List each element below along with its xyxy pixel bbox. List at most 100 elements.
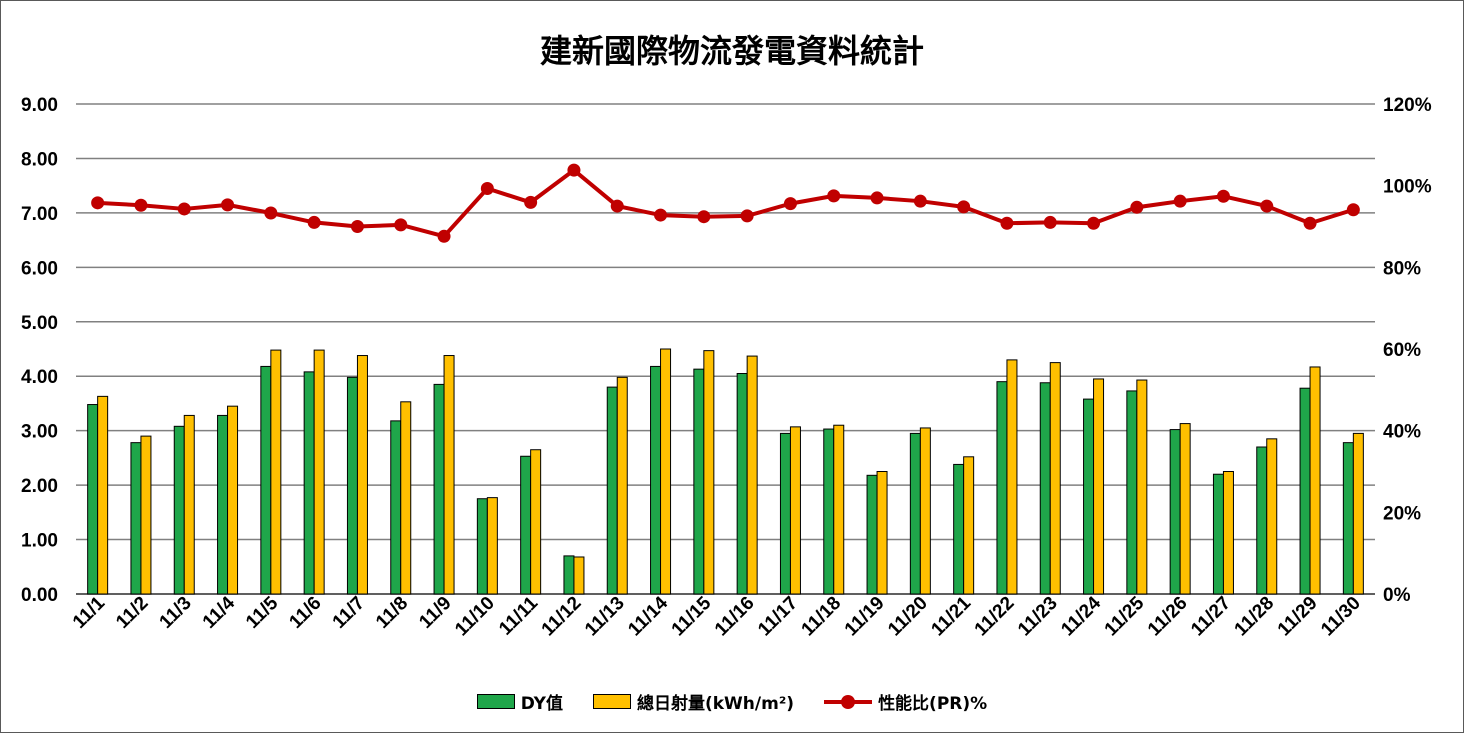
y-right-tick-label: 20% [1383,503,1421,524]
pr-point [1346,203,1360,217]
bar-dy [693,368,705,595]
bar-irradiance [1309,366,1321,595]
bar-dy [346,376,358,595]
bar-dy [433,383,445,595]
x-tick-label: 11/19 [841,593,889,641]
x-tick-label: 11/1 [69,592,110,633]
x-tick-label: 11/4 [199,592,240,633]
pr-point [91,196,105,210]
x-tick-label: 11/17 [754,593,802,641]
bar-dy [953,463,965,595]
bar-irradiance [876,471,888,595]
x-tick-label: 11/8 [372,593,412,633]
bar-dy [866,474,878,595]
x-tick-label: 11/22 [971,593,1019,641]
x-tick-label: 11/28 [1231,593,1279,641]
y-right-tick-label: 120% [1383,95,1432,116]
x-tick-label: 11/9 [415,593,455,633]
y-left-tick-label: 2.00 [21,476,58,497]
bar-irradiance [833,424,845,595]
legend-swatch-dy [476,694,515,709]
x-tick-label: 11/20 [884,593,932,641]
bar-irradiance [530,449,542,595]
y-right-tick-label: 40% [1383,422,1421,443]
bar-irradiance [573,556,585,595]
bar-dy [303,371,315,595]
x-tick-label: 11/24 [1057,592,1105,640]
legend-item-pr: 性能比(PR)% [824,689,987,714]
pr-point [1303,216,1317,230]
legend-swatch-irradiance [592,694,631,709]
bar-dy [173,425,185,595]
x-tick-label: 11/29 [1274,593,1322,641]
bar-dy [217,414,229,595]
x-tick-label: 11/26 [1144,593,1192,641]
x-tick-label: 11/10 [451,593,499,641]
bar-irradiance [227,405,239,595]
pr-point [134,198,148,212]
bar-irradiance [313,349,325,595]
legend-swatch-pr [824,694,873,710]
y-right-tick-label: 0% [1383,585,1411,606]
pr-point [437,229,451,243]
y-left-tick-label: 0.00 [21,585,58,606]
y-left-tick-label: 5.00 [21,313,58,334]
pr-point [1087,216,1101,230]
bar-dy [823,428,835,595]
pr-point [1173,194,1187,208]
bar-dy [736,373,748,595]
pr-point [654,208,668,222]
y-left-tick-label: 4.00 [21,367,58,388]
bar-dy [606,386,618,595]
bar-dy [1256,446,1268,595]
bar-irradiance [400,401,412,595]
chart-title: 建新國際物流發電資料統計 [539,32,924,70]
bar-irradiance [140,435,152,595]
bar-dy [390,420,402,595]
x-tick-label: 11/27 [1187,593,1235,641]
bar-irradiance [1266,438,1278,595]
bar-irradiance [1222,471,1234,595]
pr-point [221,198,235,212]
y-left-tick-label: 8.00 [21,149,58,170]
bar-dy [1169,429,1181,595]
pr-point [610,199,624,213]
bar-irradiance [1352,432,1364,595]
pr-point [913,194,927,208]
x-tick-label: 11/5 [242,592,283,633]
bar-dy [260,365,272,595]
pr-point [1000,216,1014,230]
bar-dy [1083,398,1095,595]
bar-dy [1126,390,1138,595]
bar-dy [1212,473,1224,595]
bar-dy [87,404,99,595]
x-tick-label: 11/25 [1101,592,1149,640]
bar-irradiance [616,376,628,595]
pr-point [783,197,797,211]
x-tick-label: 11/14 [624,592,672,640]
pr-point [1260,199,1274,213]
x-tick-label: 11/6 [285,593,325,633]
x-tick-label: 11/7 [329,593,369,633]
x-tick-label: 11/12 [538,593,586,641]
pr-point [350,220,364,233]
chart-legend: DY值 總日射量(kWh/m²) 性能比(PR)% [0,689,1464,714]
bar-irradiance [443,355,455,595]
x-tick-label: 11/13 [581,593,629,641]
legend-label-dy: DY值 [520,694,563,714]
x-tick-label: 11/2 [112,593,152,633]
legend-label-pr: 性能比(PR)% [878,694,988,714]
bar-irradiance [1136,379,1148,595]
pr-point [394,218,408,232]
bar-irradiance [183,414,195,595]
pr-point [567,163,581,177]
bar-dy [909,432,921,595]
pr-point [1130,200,1144,214]
legend-item-dy: DY值 [476,689,563,714]
pr-point [307,215,321,229]
pr-point [740,209,754,223]
bar-irradiance [746,355,758,595]
x-tick-label: 11/21 [927,592,975,640]
